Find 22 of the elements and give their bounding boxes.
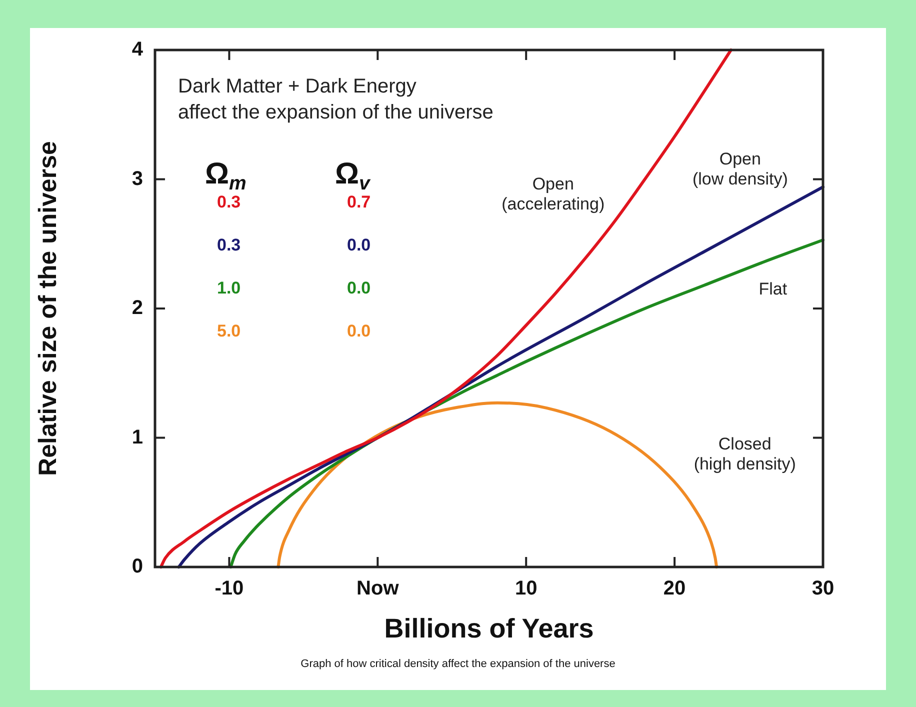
text: 1.0 0.0 bbox=[217, 278, 371, 298]
text: 0.3 0.7 bbox=[217, 192, 371, 212]
x-tick-label: -10 bbox=[214, 578, 244, 600]
annotation: Open (accelerating) bbox=[502, 174, 605, 214]
x-tick-label: 10 bbox=[514, 578, 538, 600]
text: 0.3 0.0 bbox=[217, 236, 371, 255]
annotation: Closed (high density) bbox=[694, 434, 796, 474]
annotation: Open (low density) bbox=[692, 150, 788, 189]
text: 5.0 0.0 bbox=[217, 322, 371, 341]
annotation: Flat bbox=[758, 280, 788, 299]
y-tick-label: 3 bbox=[132, 168, 143, 190]
text: Graph of how critical density affect the expansion of the universe bbox=[300, 658, 616, 670]
y-tick-label: 4 bbox=[132, 38, 144, 61]
x-axis-title: Billions of Years bbox=[384, 613, 594, 644]
y-tick-label: 1 bbox=[132, 426, 143, 448]
y-tick-label: 0 bbox=[132, 556, 143, 578]
x-tick-label: 30 bbox=[812, 578, 834, 600]
x-tick-label: Now bbox=[356, 578, 400, 600]
x-tick-label: 20 bbox=[663, 578, 686, 600]
y-axis-title: Relative size of the universe bbox=[34, 140, 62, 476]
annotation: Dark Matter + Dark Energy affect the expansion of the universe bbox=[178, 76, 494, 124]
y-tick-label: 2 bbox=[132, 297, 143, 320]
